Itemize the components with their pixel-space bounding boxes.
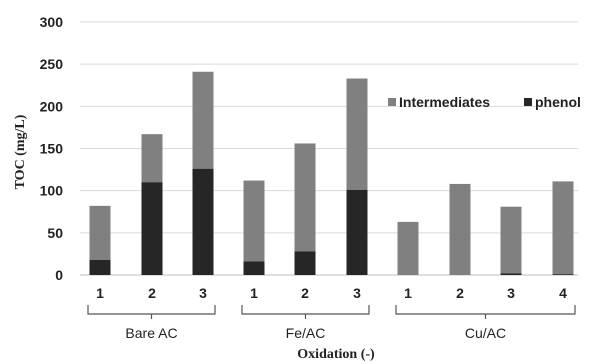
bar-intermediates-bare-ac-3 bbox=[192, 71, 214, 169]
x-tick-label-cu-ac-1: 1 bbox=[404, 285, 412, 301]
x-tick-label-cu-ac-4: 4 bbox=[559, 285, 567, 301]
bar-phenol-fe-ac-2 bbox=[294, 251, 316, 275]
group-bracket-1 bbox=[241, 305, 370, 319]
group-bracket-2 bbox=[395, 305, 576, 319]
y-tick-label: 150 bbox=[40, 141, 64, 157]
bar-phenol-bare-ac-1 bbox=[89, 259, 111, 275]
y-tick-label: 200 bbox=[40, 98, 64, 114]
bar-intermediates-fe-ac-1 bbox=[243, 180, 265, 262]
legend-label-phenol: phenol bbox=[535, 94, 581, 110]
x-tick-label-cu-ac-2: 2 bbox=[456, 285, 464, 301]
y-tick-label: 50 bbox=[47, 225, 63, 241]
group-bracket-0 bbox=[87, 305, 216, 319]
group-brackets: Bare AC Fe/AC Cu/AC bbox=[87, 305, 576, 341]
y-axis-title: TOC (mg/L) bbox=[13, 114, 28, 189]
y-axis-ticks: 0 50 100 150 200 250 300 bbox=[40, 14, 64, 283]
gridlines bbox=[80, 21, 578, 234]
legend-swatch-intermediates bbox=[388, 98, 396, 106]
group-label: Cu/AC bbox=[465, 325, 506, 341]
x-tick-label-bare-ac-3: 3 bbox=[199, 285, 207, 301]
bars bbox=[89, 71, 574, 275]
x-tick-label-bare-ac-2: 2 bbox=[148, 285, 156, 301]
group-label: Bare AC bbox=[125, 325, 177, 341]
bar-intermediates-fe-ac-2 bbox=[294, 143, 316, 252]
x-axis-labels: 1 2 3 1 2 3 1 2 3 4 bbox=[96, 285, 567, 301]
bar-phenol-bare-ac-2 bbox=[141, 182, 163, 275]
bar-intermediates-fe-ac-3 bbox=[346, 78, 368, 190]
x-axis-title: Oxidation (-) bbox=[297, 347, 375, 362]
legend: Intermediates phenol bbox=[388, 94, 581, 110]
legend-swatch-phenol bbox=[524, 98, 532, 106]
y-tick-label: 100 bbox=[40, 183, 64, 199]
y-tick-label: 0 bbox=[55, 267, 63, 283]
bar-intermediates-cu-ac-3 bbox=[500, 206, 522, 274]
bar-phenol-cu-ac-3 bbox=[500, 273, 522, 275]
x-tick-label-fe-ac-2: 2 bbox=[301, 285, 309, 301]
legend-label-intermediates: Intermediates bbox=[399, 94, 490, 110]
bar-phenol-fe-ac-3 bbox=[346, 189, 368, 275]
bar-intermediates-bare-ac-1 bbox=[89, 205, 111, 260]
x-tick-label-fe-ac-1: 1 bbox=[250, 285, 258, 301]
bar-phenol-bare-ac-3 bbox=[192, 168, 214, 275]
y-tick-label: 250 bbox=[40, 56, 64, 72]
y-tick-label: 300 bbox=[40, 14, 64, 30]
bar-phenol-fe-ac-1 bbox=[243, 261, 265, 275]
x-tick-label-cu-ac-3: 3 bbox=[507, 285, 515, 301]
group-label: Fe/AC bbox=[286, 325, 326, 341]
x-tick-label-bare-ac-1: 1 bbox=[96, 285, 104, 301]
bar-intermediates-cu-ac-2 bbox=[449, 183, 471, 275]
bar-intermediates-bare-ac-2 bbox=[141, 134, 163, 183]
bar-phenol-cu-ac-4 bbox=[552, 274, 574, 275]
x-tick-label-fe-ac-3: 3 bbox=[353, 285, 361, 301]
bar-intermediates-cu-ac-4 bbox=[552, 181, 574, 275]
bar-intermediates-cu-ac-1 bbox=[397, 221, 419, 275]
